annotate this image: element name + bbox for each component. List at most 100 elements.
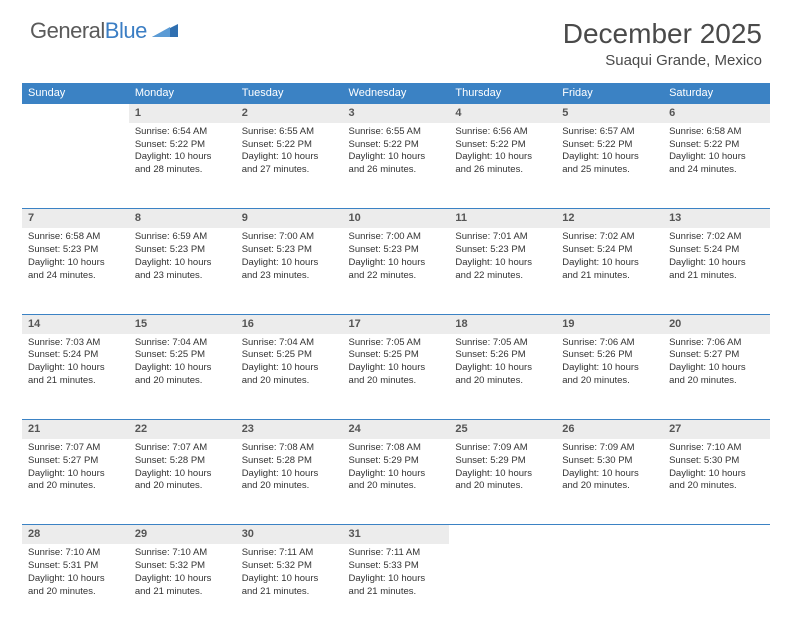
daylight-line: and 20 minutes. (135, 375, 230, 388)
daylight-line: Daylight: 10 hours (562, 362, 657, 375)
day-cell: Sunrise: 7:10 AMSunset: 5:32 PMDaylight:… (129, 544, 236, 630)
day-number-cell: 17 (343, 314, 450, 333)
sunrise-line: Sunrise: 7:09 AM (455, 442, 550, 455)
location-label: Suaqui Grande, Mexico (563, 52, 762, 69)
day-cell: Sunrise: 6:57 AMSunset: 5:22 PMDaylight:… (556, 123, 663, 209)
day-cell: Sunrise: 6:54 AMSunset: 5:22 PMDaylight:… (129, 123, 236, 209)
sunrise-line: Sunrise: 7:07 AM (135, 442, 230, 455)
daylight-line: and 20 minutes. (349, 375, 444, 388)
daylight-line: Daylight: 10 hours (349, 573, 444, 586)
day-cell (449, 544, 556, 630)
daylight-line: and 24 minutes. (669, 164, 764, 177)
day-cell: Sunrise: 7:00 AMSunset: 5:23 PMDaylight:… (236, 228, 343, 314)
day-number-cell (22, 104, 129, 123)
sunrise-line: Sunrise: 7:05 AM (455, 337, 550, 350)
sunrise-line: Sunrise: 7:10 AM (28, 547, 123, 560)
daylight-line: and 21 minutes. (562, 270, 657, 283)
day-cell (556, 544, 663, 630)
daylight-line: Daylight: 10 hours (455, 362, 550, 375)
day-number-cell: 27 (663, 420, 770, 439)
daylight-line: Daylight: 10 hours (349, 151, 444, 164)
sunset-line: Sunset: 5:25 PM (135, 349, 230, 362)
daylight-line: Daylight: 10 hours (28, 257, 123, 270)
sunset-line: Sunset: 5:25 PM (349, 349, 444, 362)
sunrise-line: Sunrise: 7:09 AM (562, 442, 657, 455)
sunrise-line: Sunrise: 7:06 AM (562, 337, 657, 350)
sunrise-line: Sunrise: 7:06 AM (669, 337, 764, 350)
day-cell: Sunrise: 7:01 AMSunset: 5:23 PMDaylight:… (449, 228, 556, 314)
day-number-cell: 10 (343, 209, 450, 228)
daylight-line: and 27 minutes. (242, 164, 337, 177)
daylight-line: Daylight: 10 hours (28, 573, 123, 586)
daylight-line: Daylight: 10 hours (455, 151, 550, 164)
daylight-line: and 22 minutes. (455, 270, 550, 283)
day-cell: Sunrise: 6:55 AMSunset: 5:22 PMDaylight:… (343, 123, 450, 209)
sunrise-line: Sunrise: 7:01 AM (455, 231, 550, 244)
weekday-header-row: Sunday Monday Tuesday Wednesday Thursday… (22, 83, 770, 104)
daylight-line: and 20 minutes. (562, 480, 657, 493)
daylight-line: Daylight: 10 hours (242, 151, 337, 164)
daylight-line: Daylight: 10 hours (562, 151, 657, 164)
day-number-cell: 24 (343, 420, 450, 439)
daylight-line: and 20 minutes. (349, 480, 444, 493)
sunset-line: Sunset: 5:23 PM (349, 244, 444, 257)
day-number-cell: 31 (343, 525, 450, 544)
daynum-row: 28293031 (22, 525, 770, 544)
sunset-line: Sunset: 5:22 PM (349, 139, 444, 152)
day-number-cell: 12 (556, 209, 663, 228)
weekday-thu: Thursday (449, 83, 556, 104)
calendar-table: Sunday Monday Tuesday Wednesday Thursday… (22, 83, 770, 630)
daylight-line: and 20 minutes. (669, 480, 764, 493)
sunrise-line: Sunrise: 7:10 AM (669, 442, 764, 455)
title-block: December 2025 Suaqui Grande, Mexico (563, 18, 762, 69)
day-number-cell: 7 (22, 209, 129, 228)
day-cell: Sunrise: 6:58 AMSunset: 5:23 PMDaylight:… (22, 228, 129, 314)
sunset-line: Sunset: 5:23 PM (455, 244, 550, 257)
sunrise-line: Sunrise: 6:58 AM (28, 231, 123, 244)
day-number-cell: 29 (129, 525, 236, 544)
daylight-line: Daylight: 10 hours (135, 468, 230, 481)
daylight-line: Daylight: 10 hours (455, 257, 550, 270)
day-number-cell: 19 (556, 314, 663, 333)
daylight-line: and 20 minutes. (242, 375, 337, 388)
sunset-line: Sunset: 5:23 PM (242, 244, 337, 257)
weekday-tue: Tuesday (236, 83, 343, 104)
daylight-line: and 20 minutes. (669, 375, 764, 388)
logo-part1: General (30, 18, 105, 43)
daylight-line: and 20 minutes. (455, 375, 550, 388)
logo-text: GeneralBlue (30, 18, 147, 44)
day-number-cell: 18 (449, 314, 556, 333)
day-number-cell: 23 (236, 420, 343, 439)
day-number-cell (556, 525, 663, 544)
day-cell: Sunrise: 7:07 AMSunset: 5:28 PMDaylight:… (129, 439, 236, 525)
sunrise-line: Sunrise: 6:57 AM (562, 126, 657, 139)
day-number-cell: 11 (449, 209, 556, 228)
day-number-cell: 20 (663, 314, 770, 333)
day-cell: Sunrise: 6:59 AMSunset: 5:23 PMDaylight:… (129, 228, 236, 314)
sunset-line: Sunset: 5:32 PM (242, 560, 337, 573)
daylight-line: Daylight: 10 hours (242, 573, 337, 586)
sunset-line: Sunset: 5:26 PM (562, 349, 657, 362)
sunrise-line: Sunrise: 7:03 AM (28, 337, 123, 350)
day-cell: Sunrise: 7:11 AMSunset: 5:33 PMDaylight:… (343, 544, 450, 630)
daylight-line: and 20 minutes. (28, 480, 123, 493)
sunrise-line: Sunrise: 6:59 AM (135, 231, 230, 244)
sunset-line: Sunset: 5:22 PM (455, 139, 550, 152)
sunset-line: Sunset: 5:33 PM (349, 560, 444, 573)
sunset-line: Sunset: 5:26 PM (455, 349, 550, 362)
month-title: December 2025 (563, 18, 762, 50)
daylight-line: Daylight: 10 hours (562, 257, 657, 270)
day-number-cell: 21 (22, 420, 129, 439)
day-number-cell: 26 (556, 420, 663, 439)
sunset-line: Sunset: 5:22 PM (135, 139, 230, 152)
day-cell: Sunrise: 7:11 AMSunset: 5:32 PMDaylight:… (236, 544, 343, 630)
daylight-line: Daylight: 10 hours (349, 257, 444, 270)
day-number-cell: 4 (449, 104, 556, 123)
daylight-line: and 21 minutes. (135, 586, 230, 599)
daylight-line: Daylight: 10 hours (562, 468, 657, 481)
sunset-line: Sunset: 5:29 PM (349, 455, 444, 468)
daylight-line: and 23 minutes. (135, 270, 230, 283)
day-cell: Sunrise: 7:06 AMSunset: 5:27 PMDaylight:… (663, 334, 770, 420)
day-cell: Sunrise: 7:10 AMSunset: 5:30 PMDaylight:… (663, 439, 770, 525)
day-cell: Sunrise: 6:55 AMSunset: 5:22 PMDaylight:… (236, 123, 343, 209)
